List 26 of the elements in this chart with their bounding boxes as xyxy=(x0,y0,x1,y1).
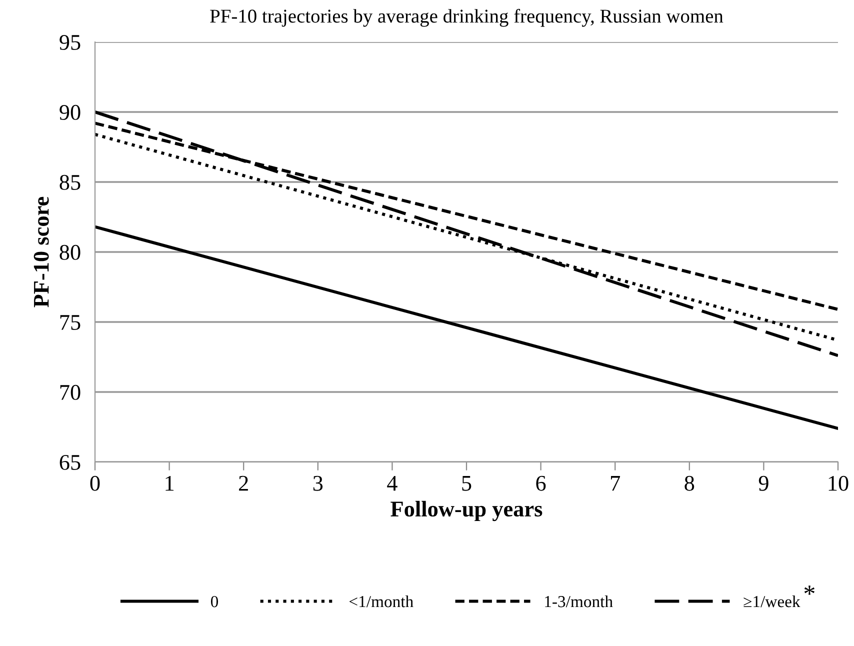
y-tick-label: 85 xyxy=(60,174,80,190)
y-tick-label: 95 xyxy=(60,34,80,50)
y-tick-label: 70 xyxy=(60,384,80,400)
y-tick-label: 90 xyxy=(60,104,80,120)
x-tick-label: 5 xyxy=(462,476,472,491)
text: * xyxy=(804,586,815,595)
x-tick-label: 1 xyxy=(166,476,174,491)
x-tick-label: 3 xyxy=(313,476,323,491)
legend-label: 1-3/month xyxy=(545,595,613,608)
x-tick-label: 2 xyxy=(239,476,248,491)
y-tick-label: 65 xyxy=(60,454,80,470)
y-tick-label: 80 xyxy=(60,244,80,260)
legend-label: 0 xyxy=(210,596,218,608)
x-tick-label: 0 xyxy=(90,476,100,491)
y-tick-label: 75 xyxy=(60,315,80,330)
legend-label: <1/month xyxy=(349,595,414,608)
chart-title: PF-10 trajectories by average drinking frequency, Russian women xyxy=(210,8,724,27)
x-tick-label: 8 xyxy=(684,476,694,491)
x-tick-label: 4 xyxy=(387,476,398,491)
y-axis-title: PF-10 score xyxy=(34,196,49,308)
x-tick-label: 10 xyxy=(828,476,848,491)
x-tick-label: 7 xyxy=(611,476,620,491)
x-tick-label: 9 xyxy=(758,476,768,491)
x-tick-label: 6 xyxy=(536,476,546,491)
x-axis-title: Follow-up years xyxy=(390,500,542,522)
legend-label: ≥1/week xyxy=(744,595,800,608)
